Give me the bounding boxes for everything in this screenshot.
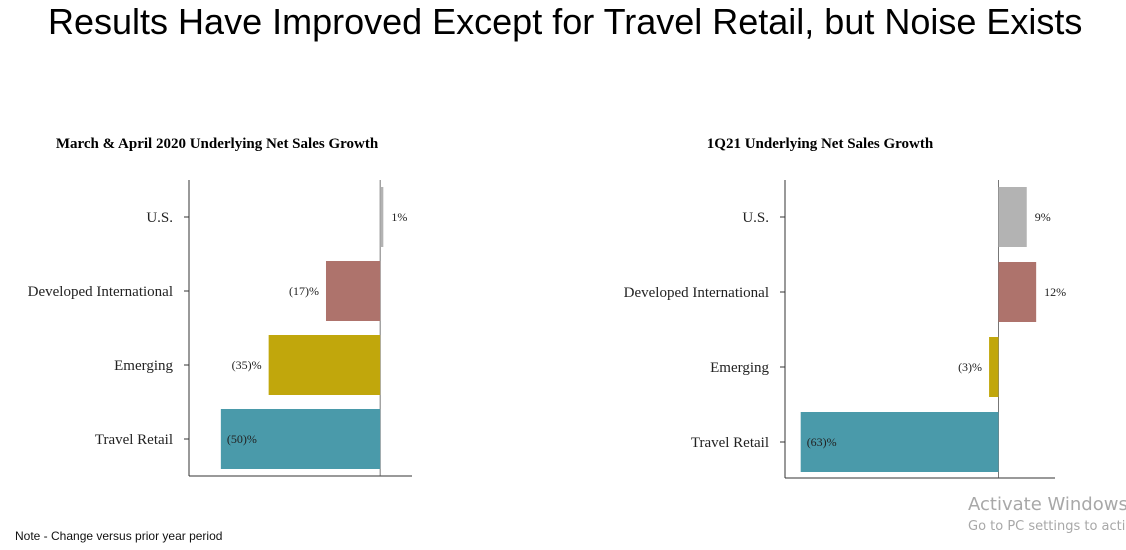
bar-emerging — [989, 337, 999, 397]
bar-u-s- — [998, 187, 1027, 247]
category-label: Emerging — [710, 360, 769, 376]
data-label: (63)% — [807, 435, 837, 449]
activate-windows-watermark-subtext: Go to PC settings to acti — [968, 519, 1126, 534]
category-label: U.S. — [146, 210, 173, 226]
category-label: U.S. — [742, 210, 769, 226]
data-label: (3)% — [958, 360, 982, 374]
category-label: Emerging — [114, 358, 173, 374]
chart-march-april-2020: March & April 2020 Underlying Net Sales … — [28, 136, 412, 477]
bar-developed-international — [998, 262, 1037, 322]
chart-1q21: 1Q21 Underlying Net Sales Growth U.S. 9% De… — [624, 136, 1066, 479]
category-label: Developed International — [624, 285, 769, 301]
category-label: Travel Retail — [95, 432, 173, 448]
bar-travel-retail — [800, 412, 999, 472]
page-title: Results Have Improved Except for Travel … — [48, 1, 1083, 42]
data-label: (17)% — [289, 284, 319, 298]
bar-u-s- — [380, 187, 384, 247]
data-label: (35)% — [232, 358, 262, 372]
activate-windows-watermark: Activate Windows — [968, 494, 1126, 515]
bar-emerging — [268, 335, 381, 395]
data-label: 1% — [391, 210, 407, 224]
data-label: 12% — [1044, 285, 1066, 299]
chart-title: March & April 2020 Underlying Net Sales … — [56, 136, 379, 152]
chart-title: 1Q21 Underlying Net Sales Growth — [707, 136, 934, 152]
data-label: 9% — [1035, 210, 1051, 224]
category-label: Travel Retail — [691, 435, 769, 451]
data-label: (50)% — [227, 432, 257, 446]
category-label: Developed International — [28, 284, 173, 300]
bar-travel-retail — [220, 409, 381, 469]
footnote: Note - Change versus prior year period — [15, 529, 223, 543]
bar-developed-international — [325, 261, 381, 321]
